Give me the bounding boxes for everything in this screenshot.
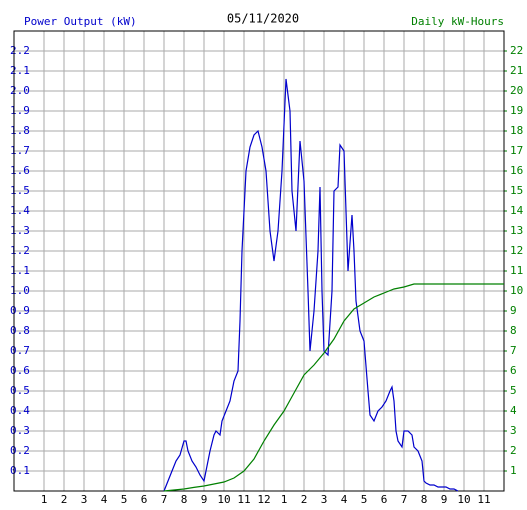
y-tick-label: 2.0	[10, 84, 30, 97]
y-tick-label: 1.6	[10, 164, 30, 177]
x-tick-label: 5	[121, 493, 128, 506]
y-tick-label: 0.6	[10, 364, 30, 377]
x-tick-label: 7	[401, 493, 408, 506]
y-tick-label: 1.5	[10, 184, 30, 197]
plot-frame	[13, 30, 505, 492]
x-tick-label: 11	[237, 493, 250, 506]
y2-tick-label: 6	[510, 364, 517, 377]
x-tick-label: 2	[61, 493, 68, 506]
x-tick-label: 8	[181, 493, 188, 506]
x-tick-label: 7	[161, 493, 168, 506]
x-tick-label: 9	[441, 493, 448, 506]
y-tick-label: 0.4	[10, 404, 30, 417]
y2-tick-label: 19	[510, 104, 523, 117]
y2-tick-label: 1	[510, 464, 517, 477]
x-tick-label: 6	[141, 493, 148, 506]
y2-tick-label: 4	[510, 404, 517, 417]
y2-tick-label: 10	[510, 284, 523, 297]
y-tick-label: 0.3	[10, 424, 30, 437]
y2-tick-label: 21	[510, 64, 523, 77]
y2-tick-label: 16	[510, 164, 523, 177]
y-tick-label: 2.1	[10, 64, 30, 77]
y2-tick-label: 8	[510, 324, 517, 337]
y-tick-label: 1.1	[10, 264, 30, 277]
x-tick-label: 4	[341, 493, 348, 506]
x-tick-label: 10	[457, 493, 470, 506]
y-tick-label: 0.7	[10, 344, 30, 357]
x-tick-label: 2	[301, 493, 308, 506]
y-axis-label: Power Output (kW)	[24, 15, 137, 28]
x-tick-label: 4	[101, 493, 108, 506]
y-tick-label: 1.9	[10, 104, 30, 117]
y2-axis-label: Daily kW-Hours	[411, 15, 504, 28]
y-tick-label: 1.3	[10, 224, 30, 237]
y-tick-label: 0.9	[10, 304, 30, 317]
y2-tick-label: 12	[510, 244, 523, 257]
y2-tick-label: 17	[510, 144, 523, 157]
x-tick-label: 5	[361, 493, 368, 506]
y-tick-label: 1.4	[10, 204, 30, 217]
y2-tick-label: 22	[510, 44, 523, 57]
y-tick-label: 0.1	[10, 464, 30, 477]
x-tick-label: 6	[381, 493, 388, 506]
y2-tick-label: 5	[510, 384, 517, 397]
y2-tick-label: 2	[510, 444, 517, 457]
y2-tick-label: 11	[510, 264, 523, 277]
x-tick-label: 10	[217, 493, 230, 506]
chart-title: 05/11/2020	[227, 12, 299, 26]
x-tick-label: 3	[321, 493, 328, 506]
x-tick-label: 11	[477, 493, 490, 506]
y2-tick-label: 14	[510, 204, 524, 217]
y-tick-label: 1.7	[10, 144, 30, 157]
y2-tick-label: 9	[510, 304, 517, 317]
y-tick-label: 0.8	[10, 324, 30, 337]
y-tick-label: 1.0	[10, 284, 30, 297]
x-tick-label: 9	[201, 493, 208, 506]
y2-tick-label: 18	[510, 124, 523, 137]
y2-tick-label: 13	[510, 224, 523, 237]
x-tick-label: 3	[81, 493, 88, 506]
data-line	[163, 283, 504, 492]
y2-tick-label: 20	[510, 84, 523, 97]
y-tick-label: 2.2	[10, 44, 30, 57]
y2-tick-label: 7	[510, 344, 517, 357]
y-tick-label: 0.2	[10, 444, 30, 457]
y2-tick-label: 15	[510, 184, 523, 197]
x-tick-label: 1	[281, 493, 288, 506]
x-tick-label: 1	[41, 493, 48, 506]
y-tick-label: 1.2	[10, 244, 30, 257]
y-tick-label: 1.8	[10, 124, 30, 137]
data-line	[163, 78, 459, 492]
x-tick-label: 12	[257, 493, 270, 506]
y2-tick-label: 3	[510, 424, 517, 437]
y-tick-label: 0.5	[10, 384, 30, 397]
x-tick-label: 8	[421, 493, 428, 506]
